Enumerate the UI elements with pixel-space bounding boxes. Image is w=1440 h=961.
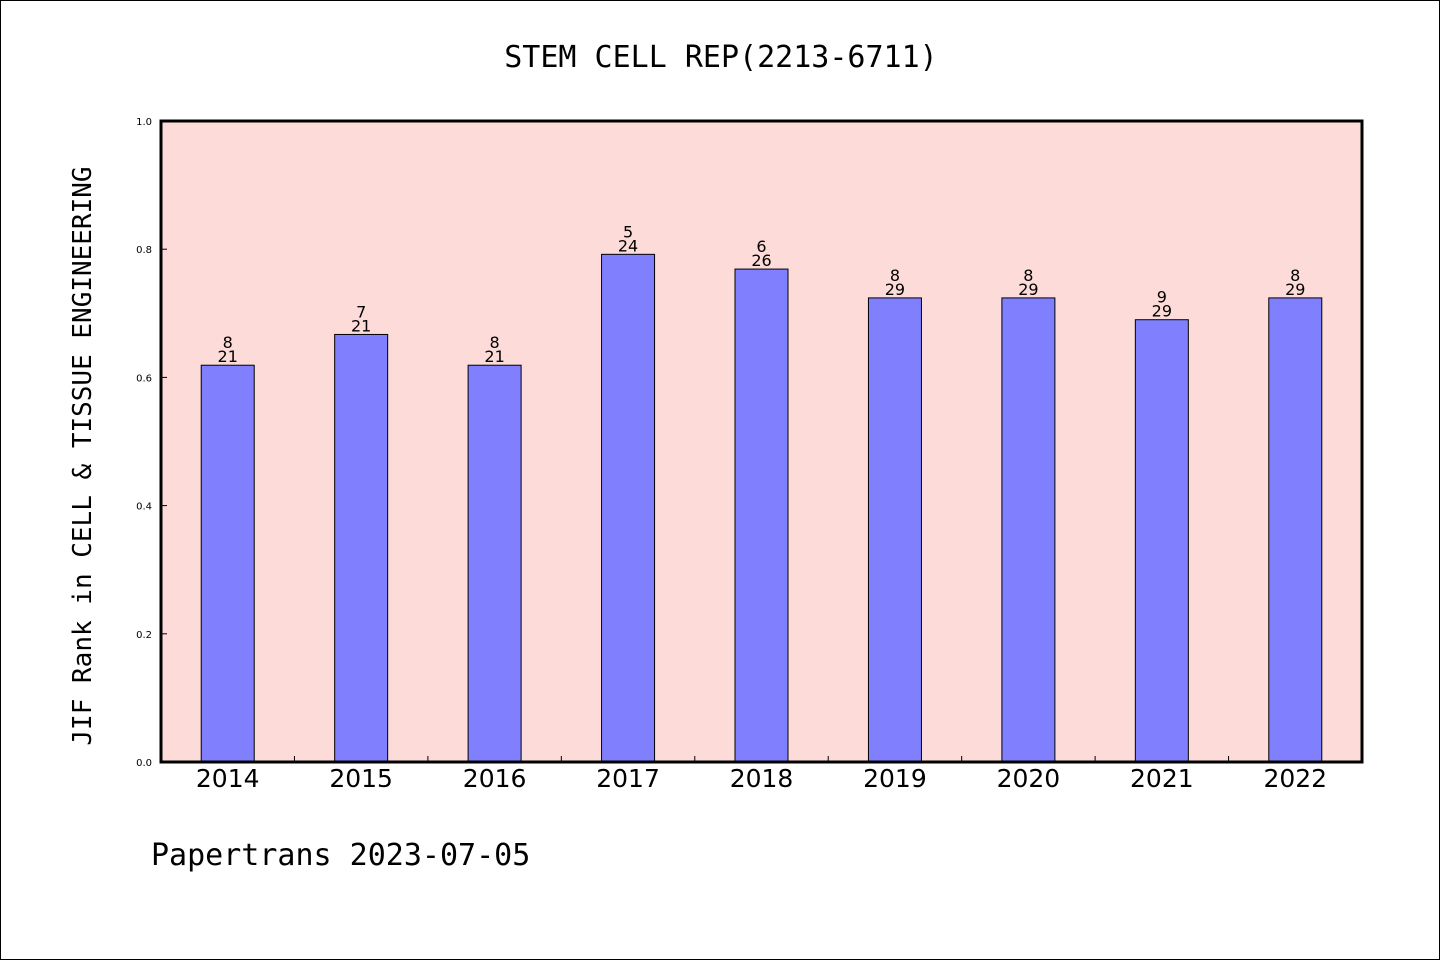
y-tick-label: 0.6 [136,373,152,384]
bar-2021 [1134,319,1189,763]
bar-rank-label: 8 [890,266,900,285]
bar-2018 [734,268,789,763]
bar-total-label: 26 [751,251,771,270]
y-tick-label: 0.2 [136,630,152,641]
x-tick-label: 2018 [730,764,794,793]
bar-total-label: 29 [885,280,905,299]
bar-total-label: 29 [1018,280,1038,299]
x-tick-label: 2017 [596,764,660,793]
bar-total-label: 29 [1152,302,1172,321]
y-tick-label: 0.0 [136,758,152,769]
bar-2017 [601,253,656,763]
bar-2020 [1001,297,1056,763]
bar-total-label: 21 [218,347,238,366]
bar-rank-label: 8 [490,333,500,352]
bar-2022 [1268,297,1323,763]
bar-total-label: 21 [484,347,504,366]
x-tick-label: 2014 [196,764,260,793]
x-tick-label: 2020 [997,764,1061,793]
y-tick-label: 0.8 [136,245,152,256]
bar-2019 [867,297,922,763]
bar-rank-label: 8 [223,333,233,352]
y-tick-label: 0.4 [136,502,152,513]
bar-rank-label: 8 [1023,266,1033,285]
bar-rank-label: 7 [356,302,366,321]
bar-rank-label: 9 [1157,288,1167,307]
bar-rank-label: 8 [1290,266,1300,285]
bar-total-label: 29 [1285,280,1305,299]
bar-2014 [200,364,255,763]
chart-title: STEM CELL REP(2213-6711) [504,40,937,75]
y-axis-label: JIF Rank in CELL & TISSUE ENGINEERING [68,166,98,745]
x-tick-label: 2019 [863,764,927,793]
x-tick-label: 2015 [329,764,393,793]
x-tick-label: 2022 [1263,764,1327,793]
ticks-layer: 2014 2015 2016 2017 2018 2019 2020 2021 2022 0.0 0… [136,117,1327,793]
bar-total-label: 21 [351,316,371,335]
y-tick-label: 1.0 [136,117,152,128]
footer-credit: Papertrans 2023-07-05 [151,838,530,873]
bar-total-label: 24 [618,236,638,255]
bar-rank-label: 5 [623,222,633,241]
bar-2015 [334,333,389,763]
plot-border [159,119,1364,764]
bar-2016 [467,364,522,763]
bar-rank-label: 6 [756,237,766,256]
x-tick-label: 2021 [1130,764,1194,793]
x-tick-label: 2016 [463,764,527,793]
